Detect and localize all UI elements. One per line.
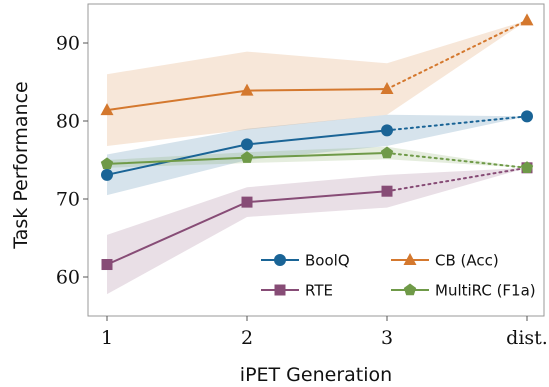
cb-acc-point (520, 13, 534, 26)
cb-acc-dist-line (386, 19, 528, 91)
rte-point (241, 196, 253, 208)
rte-legend-label: RTE (305, 282, 333, 300)
multirc-f1a-legend-marker (403, 283, 417, 296)
cb-acc-point (100, 103, 114, 116)
legend: BoolQ CB (Acc) RTE MultiRC (F1a) (261, 252, 536, 300)
boolq-band (107, 114, 527, 196)
multirc-f1a-legend-label: MultiRC (F1a) (435, 282, 536, 300)
y-tick-label: 80 (56, 111, 80, 133)
rte-band (107, 167, 527, 295)
rte-dist-line (386, 166, 528, 193)
multirc-f1a-point (240, 151, 254, 163)
multirc-f1a-band (107, 146, 527, 168)
x-tick-label: 2 (241, 327, 253, 349)
y-axis-ticks: 60 70 80 90 (56, 33, 88, 289)
x-tick-label: dist. (506, 327, 548, 349)
multirc-f1a-point (100, 157, 114, 170)
x-tick-label: 1 (101, 327, 113, 349)
rte-legend-marker (274, 284, 286, 296)
boolq-point (521, 110, 533, 123)
y-tick-label: 60 (56, 267, 80, 289)
boolq-dist-line (386, 115, 528, 132)
multirc-f1a-point (520, 161, 534, 174)
y-axis-label: Task Performance (10, 81, 32, 249)
x-tick-label: 3 (381, 327, 393, 349)
boolq-legend-label: BoolQ (305, 252, 350, 270)
confidence-bands (107, 20, 527, 295)
x-axis-label: iPET Generation (240, 364, 392, 386)
cb-acc-legend-label: CB (Acc) (435, 252, 499, 270)
cb-acc-point (380, 82, 394, 95)
series-markers (100, 13, 534, 271)
y-tick-label: 70 (56, 189, 80, 211)
x-axis-ticks: 1 2 3 dist. (101, 316, 548, 349)
rte-point (381, 185, 393, 197)
y-tick-label: 90 (56, 33, 80, 55)
boolq-point (101, 168, 113, 181)
plot-frame (87, 3, 545, 317)
boolq-point (241, 138, 253, 151)
cb-acc-band (107, 20, 527, 146)
cb-acc-legend-marker (403, 253, 417, 265)
cb-acc-point (240, 83, 254, 96)
multirc-f1a-point (380, 146, 394, 159)
boolq-point (381, 124, 393, 137)
rte-point (101, 259, 113, 271)
boolq-legend-marker (274, 254, 286, 266)
multirc-f1a-dist-line (386, 151, 528, 169)
